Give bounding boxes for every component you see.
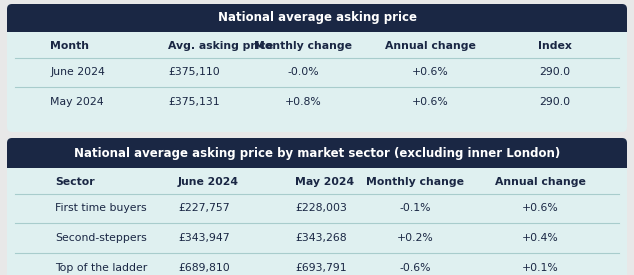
Text: £375,131: £375,131 — [168, 97, 219, 107]
Text: -0.0%: -0.0% — [287, 67, 319, 77]
Text: -0.1%: -0.1% — [399, 203, 430, 213]
Bar — [7, 160, 627, 168]
Text: +0.6%: +0.6% — [522, 203, 559, 213]
Text: £343,947: £343,947 — [178, 233, 230, 243]
Bar — [7, 24, 627, 32]
Text: Sector: Sector — [55, 177, 94, 187]
Text: May 2024: May 2024 — [50, 97, 103, 107]
Text: Annual change: Annual change — [385, 41, 476, 51]
Text: £693,791: £693,791 — [295, 263, 347, 273]
Text: 290.0: 290.0 — [540, 67, 571, 77]
Text: £227,757: £227,757 — [178, 203, 230, 213]
Text: £689,810: £689,810 — [178, 263, 230, 273]
FancyBboxPatch shape — [7, 138, 627, 275]
Text: -0.6%: -0.6% — [399, 263, 430, 273]
Text: Month: Month — [50, 41, 89, 51]
FancyBboxPatch shape — [7, 138, 627, 168]
Text: Avg. asking price: Avg. asking price — [168, 41, 273, 51]
Text: +0.2%: +0.2% — [397, 233, 434, 243]
Text: May 2024: May 2024 — [295, 177, 354, 187]
Text: £228,003: £228,003 — [295, 203, 347, 213]
Text: £375,110: £375,110 — [168, 67, 220, 77]
Text: +0.8%: +0.8% — [285, 97, 321, 107]
Text: Annual change: Annual change — [495, 177, 585, 187]
FancyBboxPatch shape — [7, 4, 627, 132]
Text: National average asking price: National average asking price — [217, 12, 417, 24]
Text: Index: Index — [538, 41, 572, 51]
Text: Top of the ladder: Top of the ladder — [55, 263, 147, 273]
Text: +0.1%: +0.1% — [522, 263, 559, 273]
Text: Monthly change: Monthly change — [366, 177, 464, 187]
Text: 290.0: 290.0 — [540, 97, 571, 107]
Text: +0.6%: +0.6% — [411, 97, 448, 107]
Text: +0.4%: +0.4% — [522, 233, 559, 243]
Text: +0.6%: +0.6% — [411, 67, 448, 77]
Text: June 2024: June 2024 — [50, 67, 105, 77]
Text: First time buyers: First time buyers — [55, 203, 146, 213]
Text: June 2024: June 2024 — [178, 177, 239, 187]
Text: National average asking price by market sector (excluding inner London): National average asking price by market … — [74, 147, 560, 160]
Text: £343,268: £343,268 — [295, 233, 347, 243]
FancyBboxPatch shape — [7, 4, 627, 32]
Text: Second-steppers: Second-steppers — [55, 233, 146, 243]
Text: Monthly change: Monthly change — [254, 41, 352, 51]
